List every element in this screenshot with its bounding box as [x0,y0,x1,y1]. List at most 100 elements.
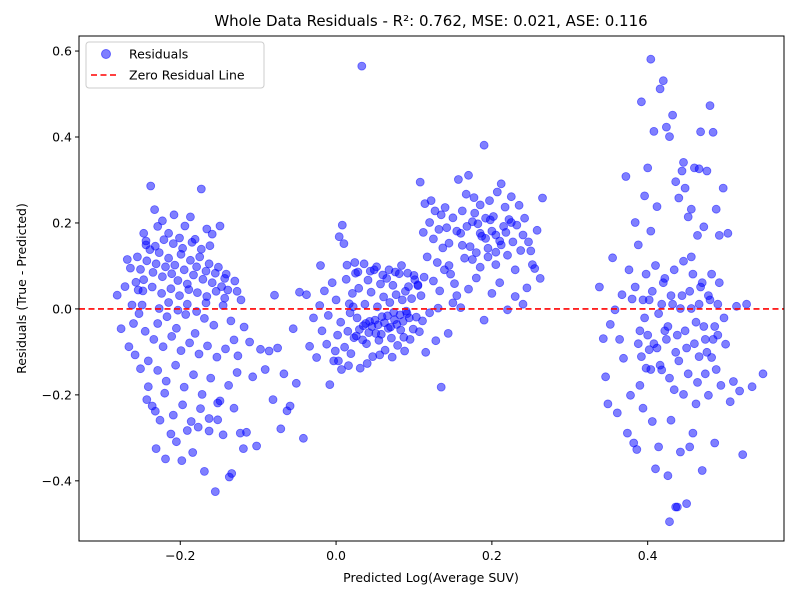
residual-point [129,319,138,328]
residual-point [171,360,181,370]
residual-point [452,226,462,236]
residual-point [436,382,446,392]
residual-point [232,368,242,377]
residual-point [331,295,341,305]
residual-point [376,279,385,289]
residual-point [471,248,481,258]
residual-point [624,265,634,275]
residual-point [168,410,178,420]
residual-point [671,502,681,512]
y-axis-ticks: −0.4 −0.2 0.0 0.2 0.4 0.6 [42,44,79,488]
residual-point [708,127,718,137]
residual-point [414,327,424,337]
residual-point [469,193,479,203]
residual-point [662,122,671,132]
residual-point [668,110,677,120]
residual-point [446,269,456,279]
residual-point [317,326,327,336]
residual-point [665,517,674,527]
residual-point [242,427,251,437]
residual-point [713,299,723,309]
residual-point [252,441,262,451]
residual-point [538,193,547,203]
residual-point [464,170,473,180]
legend: Residuals Zero Residual Line [85,41,265,89]
residual-point [127,300,137,310]
residual-point [139,228,149,238]
residual-point [508,237,518,247]
residual-point [700,334,710,344]
residual-point [457,240,467,250]
y-tick-label: 0.4 [52,130,72,145]
residual-point [166,429,176,439]
residual-point [150,205,160,215]
residual-point [197,389,207,399]
residual-point [633,339,643,349]
residual-point [418,227,428,237]
residual-point [153,319,163,328]
residual-point [617,290,627,300]
residual-point [136,364,145,374]
residual-point [157,272,167,282]
residual-point [643,330,653,340]
residual-point [404,313,414,323]
residual-point [718,183,728,193]
residual-point [747,382,757,392]
residual-point [323,310,333,320]
residual-point [230,276,240,286]
residual-point [465,242,475,252]
residual-point [671,347,681,357]
residual-point [479,140,489,150]
residual-point [407,294,417,304]
residual-point [646,365,656,374]
residual-point [291,378,301,388]
residual-point [460,253,470,263]
residual-point [270,290,279,300]
residual-point [647,417,657,426]
residual-point [719,313,729,323]
residual-point [483,243,493,253]
residual-point [388,280,398,290]
residual-point [120,282,130,292]
residual-point [220,293,230,303]
residual-point [169,210,179,220]
residual-point [723,228,733,238]
residual-point [646,54,656,64]
residual-point [635,326,645,336]
scatter-points [112,54,768,527]
residual-point [506,218,516,227]
residual-point [438,243,448,253]
residual-point [646,226,656,236]
residual-point [147,282,157,292]
residual-point [157,288,167,298]
residual-point [312,353,322,362]
residual-point [652,343,662,353]
residual-point [248,372,258,382]
residual-point [500,202,510,212]
residual-point [696,127,705,137]
residual-point [136,264,145,274]
residual-point [221,344,230,354]
residual-point [666,291,676,301]
x-axis-ticks: −0.2 0.0 0.2 0.4 [165,541,658,563]
residual-point [354,325,364,334]
legend-label-residuals: Residuals [129,47,188,62]
residual-point [334,232,344,242]
residual-point [623,428,632,438]
residual-point [177,456,187,466]
residual-point [682,343,691,353]
residual-point [694,299,704,309]
residual-point [677,166,687,176]
residual-point [179,382,189,392]
residual-point [640,313,649,323]
residual-point [677,291,687,301]
residual-point [431,336,441,346]
residual-point [264,346,274,356]
residual-point [691,317,701,327]
residual-point [444,261,454,270]
residual-point [151,444,161,454]
residual-point [443,328,453,338]
residual-point [655,360,665,370]
residual-point [386,333,396,343]
residual-point [742,299,751,309]
